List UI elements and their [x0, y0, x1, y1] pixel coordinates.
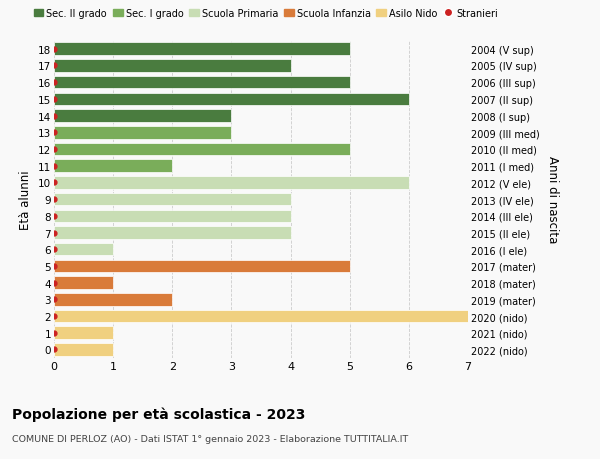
Bar: [54, 93, 409, 106]
Bar: [54, 160, 172, 173]
Bar: [54, 193, 290, 206]
Bar: [54, 110, 232, 123]
Y-axis label: Anni di nascita: Anni di nascita: [547, 156, 559, 243]
Y-axis label: Età alunni: Età alunni: [19, 170, 32, 230]
Bar: [54, 60, 290, 73]
Bar: [54, 77, 350, 89]
Bar: [54, 44, 350, 56]
Bar: [54, 127, 232, 139]
Bar: [54, 260, 350, 273]
Bar: [54, 227, 290, 239]
Legend: Sec. II grado, Sec. I grado, Scuola Primaria, Scuola Infanzia, Asilo Nido, Stran: Sec. II grado, Sec. I grado, Scuola Prim…: [30, 5, 502, 23]
Bar: [54, 327, 113, 339]
Bar: [54, 310, 468, 323]
Bar: [54, 343, 113, 356]
Text: Popolazione per età scolastica - 2023: Popolazione per età scolastica - 2023: [12, 406, 305, 421]
Bar: [54, 293, 172, 306]
Bar: [54, 143, 350, 156]
Bar: [54, 210, 290, 223]
Bar: [54, 177, 409, 189]
Text: COMUNE DI PERLOZ (AO) - Dati ISTAT 1° gennaio 2023 - Elaborazione TUTTITALIA.IT: COMUNE DI PERLOZ (AO) - Dati ISTAT 1° ge…: [12, 434, 408, 443]
Bar: [54, 277, 113, 289]
Bar: [54, 243, 113, 256]
